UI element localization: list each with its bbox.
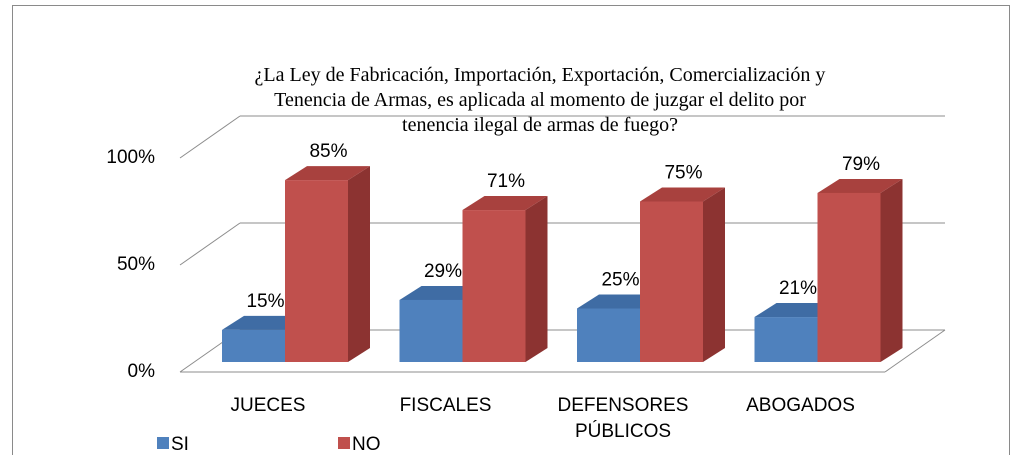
value-label: 21% — [779, 278, 817, 299]
bar-top — [462, 196, 548, 211]
bar-side — [880, 178, 903, 362]
legend-swatch — [338, 437, 350, 449]
value-label: 25% — [601, 270, 639, 291]
floor-right — [884, 329, 946, 373]
bar — [577, 308, 640, 362]
bar — [462, 210, 526, 362]
grid-line-side — [179, 115, 241, 159]
bar — [285, 180, 348, 362]
legend-label: SI — [171, 434, 189, 455]
x-tick-label: ABOGADOS — [746, 395, 855, 416]
bar — [399, 299, 463, 362]
bar — [817, 192, 881, 362]
x-tick-label: JUECES — [230, 395, 306, 416]
value-label: 29% — [424, 261, 462, 282]
value-label: 71% — [487, 171, 525, 192]
y-tick-label: 50% — [117, 254, 155, 275]
bar — [754, 317, 818, 362]
legend-swatch — [157, 437, 169, 449]
bar — [222, 329, 285, 362]
x-tick-label: DEFENSORES PÚBLICOS — [557, 395, 689, 442]
bar — [640, 201, 703, 362]
value-label: 75% — [664, 163, 702, 184]
value-label: 79% — [842, 154, 880, 175]
bar-side — [348, 166, 370, 362]
x-tick-label: FISCALES — [399, 395, 492, 416]
bar-side — [703, 187, 725, 362]
bar-side — [525, 196, 548, 362]
value-label: 85% — [309, 141, 347, 162]
chart-title: ¿La Ley de Fabricación, Importación, Exp… — [254, 64, 826, 136]
value-label: 15% — [246, 291, 284, 312]
grid-line-side — [179, 222, 241, 266]
y-tick-label: 100% — [106, 147, 155, 168]
bar-top — [640, 187, 725, 202]
bar-top — [285, 166, 370, 181]
y-tick-label: 0% — [128, 361, 156, 382]
legend-label: NO — [352, 434, 381, 455]
bar-top — [817, 178, 903, 193]
chart-frame — [12, 5, 1010, 455]
